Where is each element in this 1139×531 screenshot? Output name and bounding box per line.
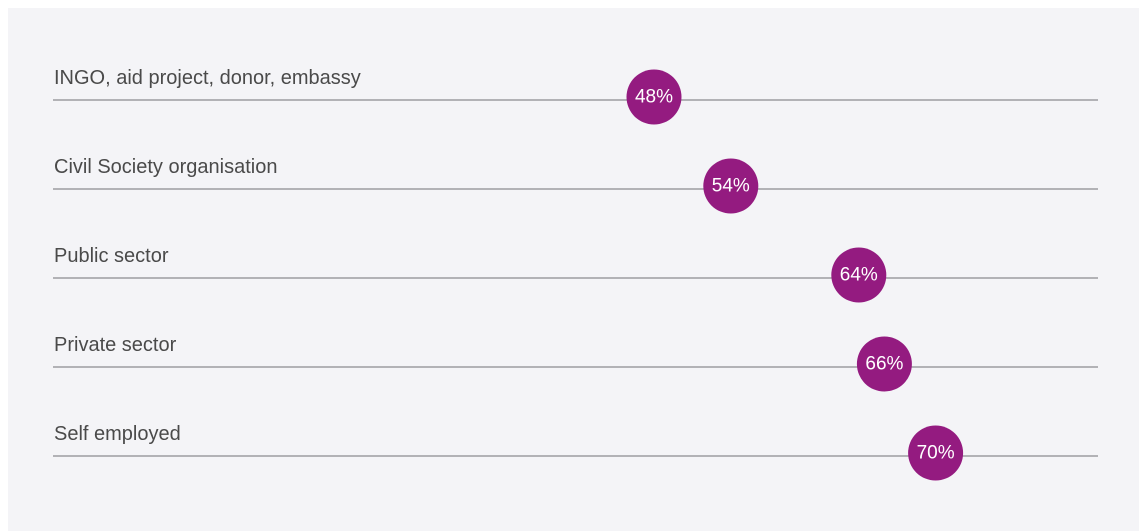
row-label: Self employed: [54, 423, 181, 445]
value-dot: [856, 336, 912, 392]
value-label: 54%: [712, 176, 750, 197]
row-label: INGO, aid project, donor, embassy: [54, 67, 361, 89]
row-1: Civil Society organisation 54%: [53, 156, 1098, 214]
chart-panel: INGO, aid project, donor, embassy 48% Civi…: [8, 8, 1139, 531]
value-label: 70%: [917, 443, 955, 464]
row-3: Private sector 66%: [53, 334, 1098, 392]
value-dot: [703, 158, 759, 214]
value-dot: [831, 247, 887, 303]
row-2: Public sector 64%: [53, 245, 1098, 303]
row-label: Private sector: [54, 334, 177, 356]
value-label: 64%: [840, 265, 878, 286]
dot-plot-chart: INGO, aid project, donor, embassy 48% Civi…: [53, 67, 1098, 481]
value-dot: [626, 69, 682, 125]
row-0: INGO, aid project, donor, embassy 48%: [53, 67, 1098, 125]
value-label: 66%: [865, 354, 903, 375]
row-4: Self employed 70%: [53, 423, 1098, 481]
value-label: 48%: [635, 87, 673, 108]
row-label: Civil Society organisation: [54, 156, 277, 178]
value-dot: [908, 425, 964, 481]
row-label: Public sector: [54, 245, 169, 267]
